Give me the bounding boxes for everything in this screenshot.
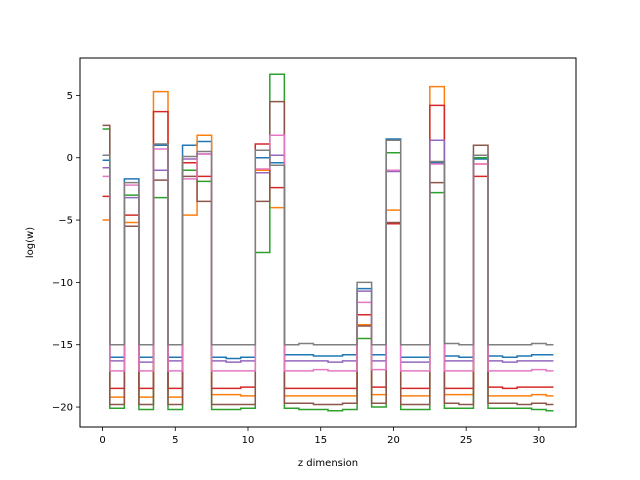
y-tick-label: 5 [67,91,73,102]
plot-area [102,73,554,412]
x-tick-label: 15 [314,435,327,446]
x-tick-label: 25 [460,435,473,446]
y-tick-label: −10 [52,278,73,289]
axes-frame [79,57,577,428]
y-tick-label: 0 [67,153,73,164]
y-tick-label: −15 [52,340,73,351]
x-tick-label: 30 [533,435,546,446]
x-axis-label: z dimension [298,458,358,469]
series-line-8 [102,139,554,346]
x-axis: 0 5 10 15 20 25 30 [99,427,545,446]
x-tick-label: 0 [99,435,105,446]
x-tick-label: 5 [172,435,178,446]
x-tick-label: 20 [387,435,400,446]
y-tick-label: −5 [58,216,73,227]
x-tick-label: 10 [242,435,255,446]
y-axis: 5 0 −5 −10 −15 −20 [52,91,80,414]
y-axis-label: log(w) [25,227,36,258]
y-tick-label: −20 [52,403,73,414]
